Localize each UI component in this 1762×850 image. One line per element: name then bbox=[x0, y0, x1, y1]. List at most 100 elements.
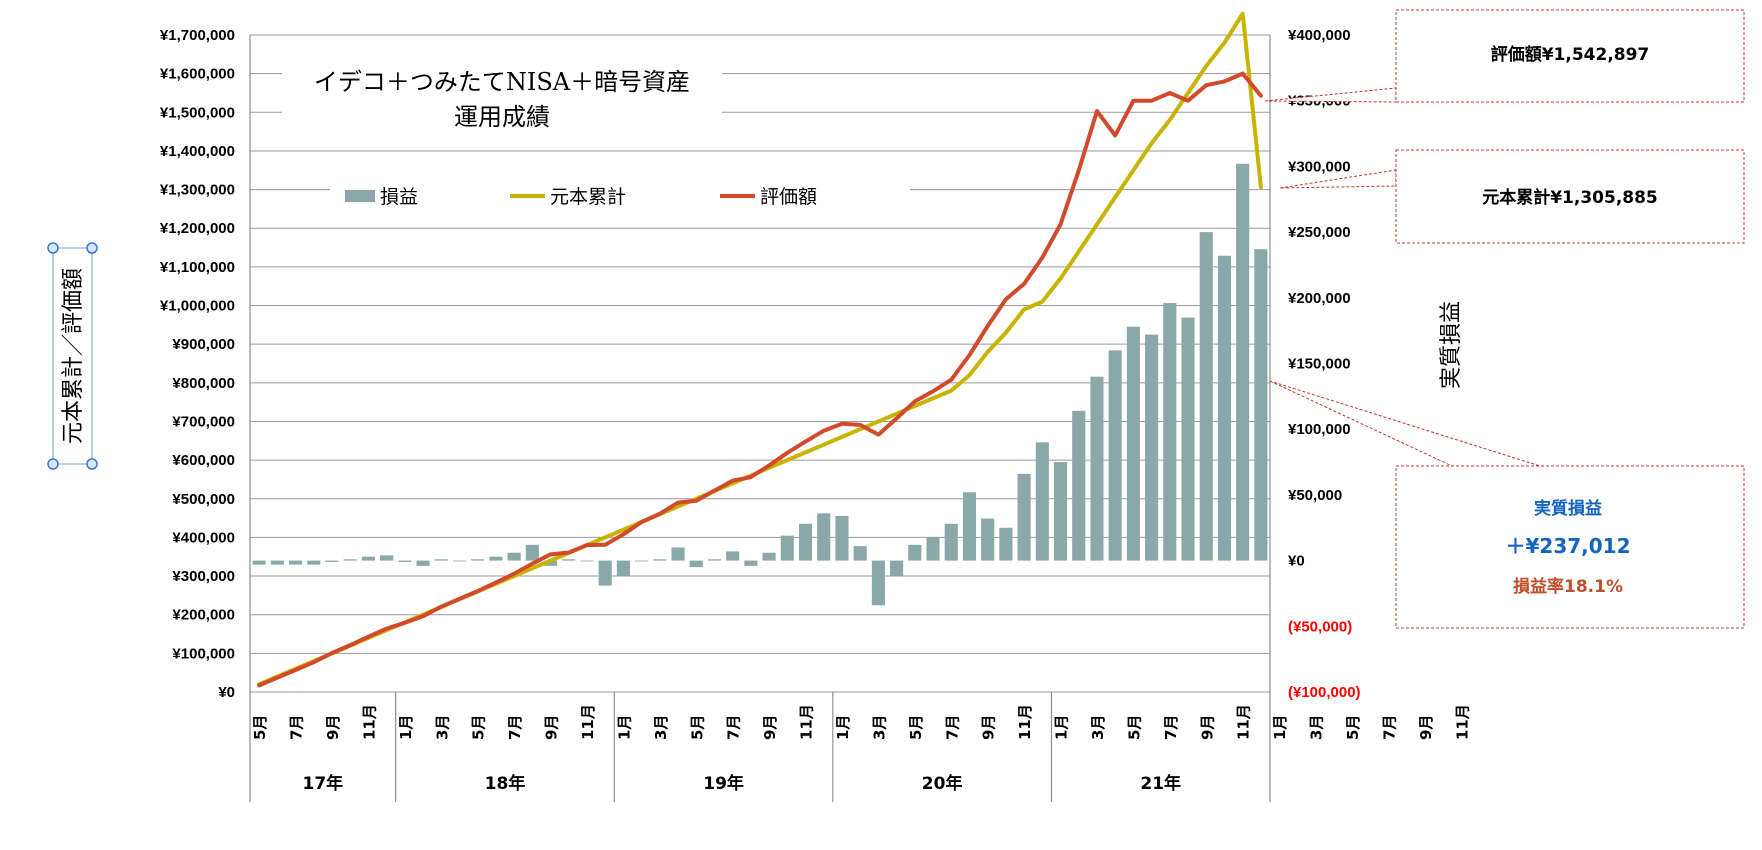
callout-net-profit: 実質損益 ＋¥237,012 損益率18.1% bbox=[1269, 380, 1745, 629]
right-tick-label: ¥150,000 bbox=[1288, 356, 1351, 373]
left-tick-label: ¥1,000,000 bbox=[160, 298, 235, 315]
profit-bar bbox=[1126, 326, 1140, 561]
month-label: 9月 bbox=[1198, 715, 1216, 740]
profit-bar bbox=[1236, 163, 1250, 561]
profit-bar bbox=[416, 560, 430, 566]
left-tick-label: ¥200,000 bbox=[172, 607, 235, 624]
left-tick-label: ¥700,000 bbox=[172, 413, 235, 430]
profit-bar bbox=[580, 560, 594, 562]
profit-bar bbox=[1053, 462, 1068, 561]
profit-bar bbox=[726, 551, 740, 561]
profit-bar bbox=[1072, 410, 1086, 561]
right-tick-label: ¥50,000 bbox=[1288, 487, 1342, 504]
profit-bar bbox=[981, 518, 995, 561]
legend-swatch-profit bbox=[345, 190, 375, 202]
profit-bar bbox=[343, 559, 357, 561]
selection-handle[interactable] bbox=[86, 242, 98, 254]
x-axis-labels: 5月 7月 9月 11月 1月 3月 5月 7月 9月 11月 1月 3月 5月 7月 9月 11月 1月 3月 5… bbox=[251, 704, 1471, 794]
profit-bar bbox=[1035, 442, 1049, 561]
profit-bar bbox=[1108, 350, 1122, 561]
month-label: 11月 bbox=[1453, 704, 1471, 740]
axes bbox=[249, 35, 1271, 802]
right-axis-title: 実質損益 bbox=[1439, 301, 1464, 389]
profit-bar bbox=[817, 513, 831, 561]
selection-frame bbox=[52, 247, 93, 465]
month-label: 5月 bbox=[1125, 715, 1143, 740]
profit-bar bbox=[908, 544, 922, 561]
profit-bar bbox=[653, 559, 667, 561]
valuation-line bbox=[257, 71, 1263, 688]
year-label: 20年 bbox=[922, 773, 963, 794]
month-label: 7月 bbox=[1162, 715, 1180, 740]
profit-bar bbox=[562, 559, 576, 561]
callout-principal: 元本累計¥1,305,885 bbox=[1279, 149, 1745, 244]
month-label: 5月 bbox=[251, 715, 269, 740]
profit-bar bbox=[1090, 376, 1104, 561]
month-label: 11月 bbox=[1016, 704, 1034, 740]
month-label: 9月 bbox=[1417, 715, 1435, 740]
right-tick-label: (¥50,000) bbox=[1288, 618, 1352, 635]
selection-handle[interactable] bbox=[47, 242, 59, 254]
legend-label-profit: 損益 bbox=[380, 186, 418, 208]
left-tick-label: ¥600,000 bbox=[172, 452, 235, 469]
profit-bar bbox=[835, 515, 849, 561]
left-tick-label: ¥1,500,000 bbox=[160, 104, 235, 121]
month-label: 5月 bbox=[470, 715, 488, 740]
year-label: 19年 bbox=[703, 773, 744, 794]
profit-bar bbox=[525, 544, 539, 561]
month-label: 7月 bbox=[1380, 715, 1398, 740]
callout-box bbox=[1395, 9, 1745, 103]
profit-bar bbox=[1181, 317, 1195, 561]
legend: 損益 元本累計 評価額 bbox=[345, 186, 817, 208]
profit-bar bbox=[325, 560, 339, 562]
profit-bar bbox=[780, 535, 794, 561]
profit-bar bbox=[598, 560, 612, 586]
month-label: 11月 bbox=[579, 704, 597, 740]
callout-principal-text: 元本累計¥1,305,885 bbox=[1482, 187, 1658, 208]
profit-bar bbox=[252, 560, 266, 565]
left-axis-title: 元本累計／評価額 bbox=[61, 268, 86, 444]
selection-handle[interactable] bbox=[47, 458, 59, 470]
right-axis-ticks: (¥100,000) (¥50,000) ¥0 ¥50,000 ¥100,000 ¥150… bbox=[1288, 27, 1361, 701]
profit-bar bbox=[307, 560, 321, 565]
profit-bar bbox=[944, 523, 958, 561]
month-label: 3月 bbox=[1089, 715, 1107, 740]
month-label: 1月 bbox=[615, 715, 633, 740]
month-label: 9月 bbox=[543, 715, 561, 740]
callout-valuation-text: 評価額¥1,542,897 bbox=[1491, 44, 1650, 65]
profit-bar bbox=[1199, 232, 1213, 561]
right-tick-label: ¥200,000 bbox=[1288, 290, 1351, 307]
selection-handle[interactable] bbox=[86, 458, 98, 470]
profit-bar bbox=[452, 560, 467, 562]
profit-bar bbox=[616, 560, 630, 577]
series-lines bbox=[257, 11, 1263, 688]
month-label: 1月 bbox=[1053, 715, 1071, 740]
profit-bar bbox=[798, 523, 813, 561]
chart-title-line1: イデコ＋つみたてNISA＋暗号資産 bbox=[314, 68, 690, 96]
left-tick-label: ¥1,600,000 bbox=[160, 66, 235, 83]
left-tick-label: ¥800,000 bbox=[172, 375, 235, 392]
legend-label-valuation: 評価額 bbox=[760, 186, 817, 208]
month-label: 3月 bbox=[1308, 715, 1326, 740]
profit-bars bbox=[252, 163, 1268, 606]
year-label: 21年 bbox=[1140, 773, 1181, 794]
legend-bg bbox=[330, 172, 910, 220]
month-label: 11月 bbox=[798, 704, 816, 740]
profit-bar bbox=[434, 559, 448, 561]
callout-net-profit-label: 実質損益 bbox=[1534, 498, 1602, 519]
profit-bar bbox=[361, 556, 375, 561]
right-tick-label: ¥400,000 bbox=[1288, 27, 1351, 44]
left-tick-label: ¥500,000 bbox=[172, 491, 235, 508]
profit-bar bbox=[635, 560, 649, 562]
month-label: 3月 bbox=[870, 715, 888, 740]
year-label: 17年 bbox=[303, 773, 344, 794]
profit-bar bbox=[890, 560, 904, 577]
month-label: 1月 bbox=[1271, 715, 1289, 740]
left-tick-label: ¥0 bbox=[218, 684, 235, 701]
profit-bar bbox=[689, 560, 703, 568]
profit-bar bbox=[489, 556, 503, 561]
profit-bar bbox=[1254, 249, 1268, 561]
left-axis-title-box[interactable]: 元本累計／評価額 bbox=[47, 242, 98, 470]
profit-bar bbox=[380, 555, 394, 561]
profit-bar bbox=[962, 492, 977, 561]
